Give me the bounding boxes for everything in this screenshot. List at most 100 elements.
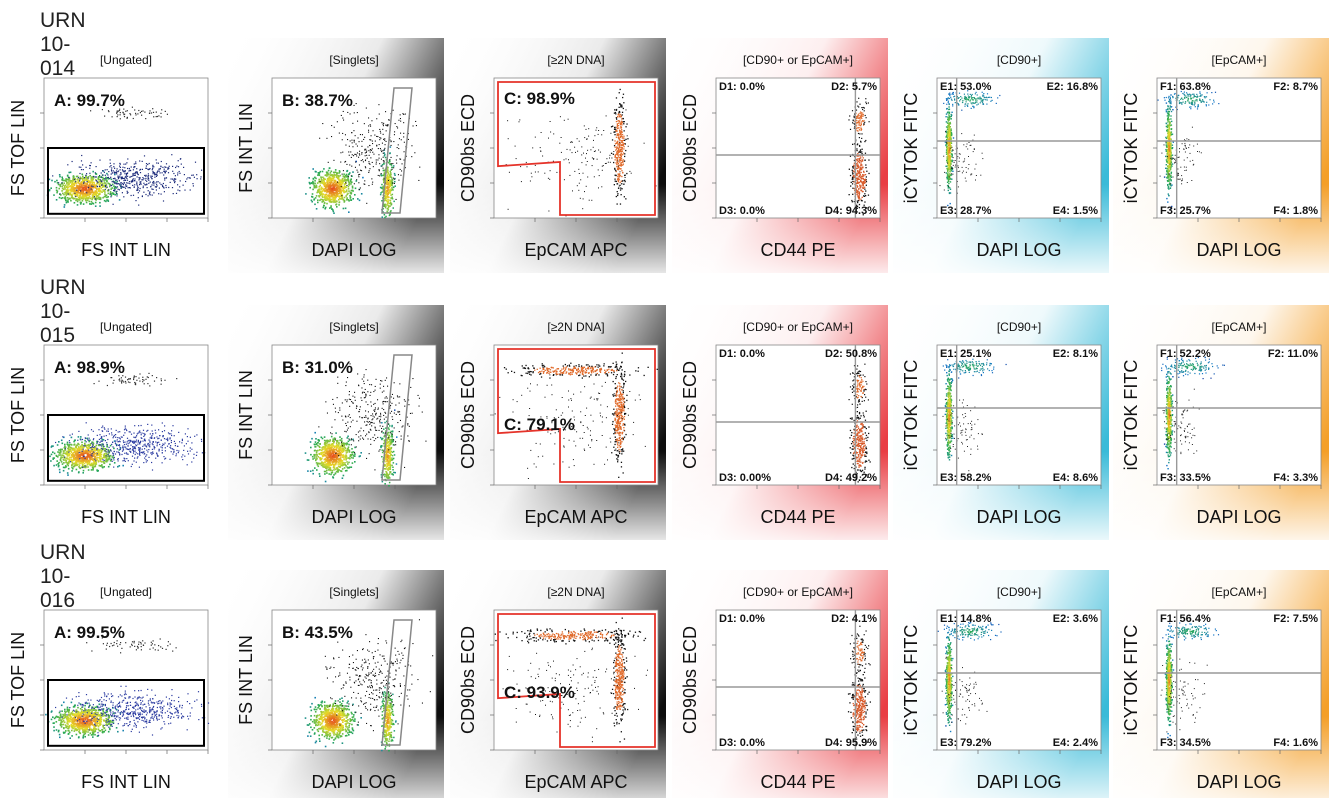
event-dot xyxy=(387,191,390,194)
event-dot xyxy=(399,114,401,116)
event-dot xyxy=(376,135,378,137)
event-dot xyxy=(622,96,624,99)
event-dot xyxy=(505,164,507,166)
event-dot xyxy=(351,181,353,183)
event-dot xyxy=(388,196,390,199)
event-dot xyxy=(601,134,603,136)
event-dot xyxy=(389,199,392,202)
event-dot xyxy=(134,166,136,168)
event-dot xyxy=(75,199,77,202)
event-dot xyxy=(94,192,97,195)
event-dot xyxy=(136,182,138,185)
event-dot xyxy=(1170,174,1172,176)
event-dot xyxy=(305,193,307,195)
event-dot xyxy=(534,171,536,173)
event-dot xyxy=(612,153,614,155)
event-dot xyxy=(968,97,970,99)
event-dot xyxy=(618,145,620,147)
event-dot xyxy=(1204,97,1206,99)
event-dot xyxy=(851,171,854,173)
event-dot xyxy=(1187,99,1189,101)
event-dot xyxy=(1170,157,1173,160)
event-dot xyxy=(619,113,621,116)
event-dot xyxy=(346,175,349,178)
event-dot xyxy=(403,122,405,124)
event-dot xyxy=(1167,171,1170,173)
quadrant-label: D2: 5.7% xyxy=(831,81,877,93)
event-dot xyxy=(123,180,125,182)
event-dot xyxy=(623,160,626,162)
event-dot xyxy=(552,160,554,162)
event-dot xyxy=(1166,169,1168,172)
event-dot xyxy=(124,170,126,172)
event-dot xyxy=(1165,155,1167,158)
event-dot xyxy=(1189,160,1191,162)
event-dot xyxy=(400,174,402,176)
event-dot xyxy=(324,190,326,193)
event-dot xyxy=(387,174,389,176)
event-dot xyxy=(164,166,166,168)
event-dot xyxy=(326,137,328,139)
event-dot xyxy=(1165,146,1168,148)
event-dot xyxy=(613,145,616,147)
event-dot xyxy=(863,171,865,173)
event-dot xyxy=(151,175,153,177)
event-dot xyxy=(389,188,391,190)
event-dot xyxy=(107,182,110,185)
event-dot xyxy=(335,195,338,198)
event-dot xyxy=(1165,125,1168,128)
event-dot xyxy=(115,192,118,194)
event-dot xyxy=(1194,101,1196,104)
event-dot xyxy=(157,170,159,172)
event-dot xyxy=(1168,120,1170,122)
event-dot xyxy=(321,195,324,198)
event-dot xyxy=(347,185,350,188)
event-dot xyxy=(620,153,622,155)
event-dot xyxy=(73,191,75,193)
event-dot xyxy=(141,160,143,162)
event-dot xyxy=(318,196,321,198)
event-dot xyxy=(390,140,392,142)
event-dot xyxy=(939,185,941,187)
event-dot xyxy=(343,119,345,121)
event-dot xyxy=(364,152,366,154)
event-dot xyxy=(860,164,862,166)
event-dot xyxy=(630,172,632,174)
event-dot xyxy=(394,185,396,187)
event-dot xyxy=(949,151,952,154)
event-dot xyxy=(93,196,95,199)
event-dot xyxy=(89,189,92,191)
event-dot xyxy=(948,129,951,132)
event-dot xyxy=(135,163,137,165)
event-dot xyxy=(614,174,616,176)
event-dot xyxy=(949,142,952,144)
event-dot xyxy=(384,206,387,209)
event-dot xyxy=(979,98,982,100)
event-dot xyxy=(403,132,405,134)
event-dot xyxy=(618,157,621,159)
event-dot xyxy=(333,174,335,177)
event-dot xyxy=(389,211,392,213)
event-dot xyxy=(132,178,134,180)
event-dot xyxy=(1187,100,1189,102)
event-dot xyxy=(342,110,344,112)
event-dot xyxy=(164,110,166,112)
event-dot xyxy=(176,165,178,167)
event-dot xyxy=(309,186,311,189)
event-dot xyxy=(971,99,973,101)
event-dot xyxy=(123,186,125,188)
event-dot xyxy=(83,195,85,197)
event-dot xyxy=(328,185,331,188)
event-dot xyxy=(615,195,617,198)
event-dot xyxy=(1166,197,1168,200)
event-dot xyxy=(614,155,617,157)
event-dot xyxy=(958,104,960,106)
event-dot xyxy=(621,137,623,139)
event-dot xyxy=(70,451,73,454)
event-dot xyxy=(946,139,948,141)
event-dot xyxy=(625,109,627,111)
event-dot xyxy=(192,174,194,176)
event-dot xyxy=(1184,94,1186,96)
event-dot xyxy=(127,191,129,194)
event-dot xyxy=(619,132,622,135)
